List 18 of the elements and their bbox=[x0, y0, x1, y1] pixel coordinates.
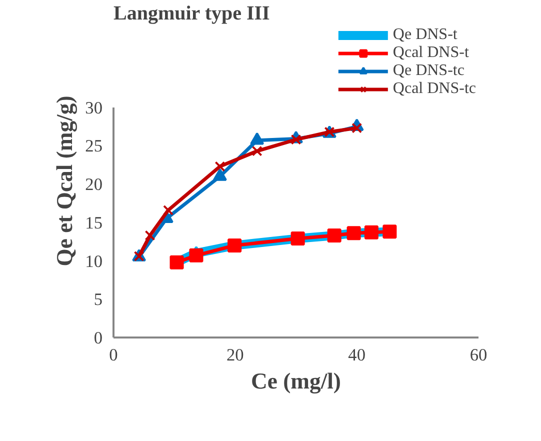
legend-label: Qcal DNS-tc bbox=[392, 80, 476, 98]
y-tick-label: 20 bbox=[85, 175, 102, 194]
y-tick-label: 25 bbox=[85, 136, 102, 156]
legend-label: Qe DNS-tc bbox=[392, 62, 464, 80]
y-tick-label: 30 bbox=[85, 98, 102, 118]
legend-label: Qe DNS-t bbox=[392, 26, 458, 44]
x-axis-title: Ce (mg/l) bbox=[251, 368, 341, 394]
y-tick-label: 15 bbox=[85, 213, 102, 232]
legend-label: Qcal DNS-t bbox=[392, 44, 469, 62]
x-tick-label: 20 bbox=[226, 346, 244, 364]
y-tick-label: 0 bbox=[94, 328, 103, 348]
y-tick-label: 5 bbox=[94, 290, 103, 310]
chart-title: Langmuir type III bbox=[114, 2, 270, 24]
x-tick-label: 40 bbox=[348, 346, 366, 364]
y-tick-label: 10 bbox=[85, 252, 102, 271]
x-tick-label: 0 bbox=[109, 346, 118, 364]
y-axis-title: Qe et Qcal (mg/g) bbox=[52, 96, 78, 266]
x-tick-label: 60 bbox=[470, 346, 488, 364]
